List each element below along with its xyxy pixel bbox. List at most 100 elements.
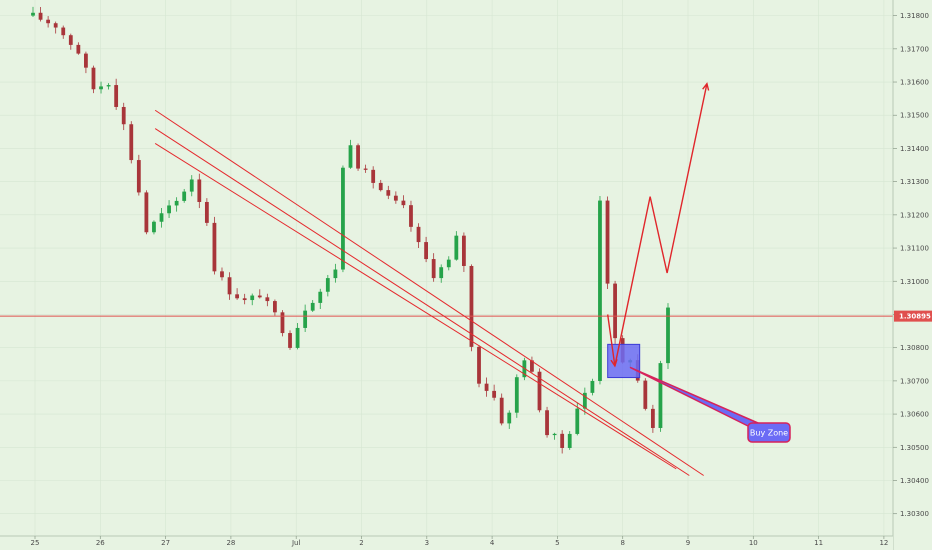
candle-body	[416, 226, 421, 243]
candle-body	[356, 145, 360, 169]
candle-body	[46, 19, 51, 24]
y-axis-panel	[893, 0, 932, 550]
candle-body	[144, 192, 149, 233]
buy-zone-box[interactable]	[607, 343, 641, 379]
candle-body	[545, 410, 549, 436]
y-tick-label: 1.30600	[900, 411, 929, 419]
candle-body	[106, 85, 111, 87]
candle-body	[446, 259, 451, 268]
x-tick-label: 5	[555, 539, 559, 547]
channel-line	[154, 109, 704, 476]
price-tag-bg	[894, 310, 932, 322]
y-tick-label: 1.31400	[900, 145, 929, 153]
callout-box	[747, 422, 791, 443]
candle-body	[242, 298, 247, 301]
x-tick-label: 4	[490, 539, 495, 547]
candle-body	[514, 377, 519, 413]
candle-body	[537, 371, 542, 411]
candle-body	[121, 106, 126, 125]
candle-body	[393, 195, 398, 201]
y-tick-label: 1.30800	[900, 344, 929, 352]
candle-body	[492, 390, 497, 398]
candle-body	[378, 182, 383, 191]
candle-body	[643, 380, 648, 409]
candle-body	[575, 408, 580, 434]
candle-body	[333, 269, 338, 279]
candle-body	[507, 412, 512, 424]
candle-body	[68, 35, 73, 45]
candle-body	[439, 267, 444, 279]
candle-body	[182, 191, 187, 201]
candle-body	[477, 346, 481, 384]
candle-body	[280, 312, 285, 334]
projection-path[interactable]	[606, 83, 708, 367]
y-tick-label: 1.31300	[900, 178, 929, 186]
candle-body	[91, 67, 96, 90]
candle-body	[409, 205, 413, 227]
callout-label: Buy Zone	[750, 429, 788, 438]
candle-body	[114, 85, 119, 107]
x-tick-label: 8	[620, 539, 624, 547]
candle-body	[220, 271, 224, 278]
x-tick-label: 28	[226, 539, 235, 547]
current-price-tag: 1.30895	[894, 310, 932, 322]
candle-body	[386, 190, 391, 196]
candle-body	[265, 297, 270, 302]
candle-body	[31, 12, 35, 16]
candle-body	[582, 392, 587, 409]
candle-body	[431, 259, 436, 279]
y-tick-label: 1.31600	[900, 79, 929, 87]
candle-body	[484, 383, 489, 391]
candle-body	[650, 408, 655, 428]
candle-body	[530, 360, 534, 372]
price-tag-label: 1.30895	[899, 313, 931, 321]
candle-body	[560, 433, 565, 448]
candle-body	[189, 179, 194, 192]
candle-body	[469, 265, 474, 347]
trend-channel[interactable]	[154, 109, 704, 476]
x-tick-label: 2	[359, 539, 363, 547]
candle-body	[197, 179, 202, 202]
candle-body	[424, 242, 428, 260]
buy-zone-callout[interactable]: Buy Zone	[629, 366, 791, 443]
candle-body	[552, 433, 557, 436]
candle-body	[348, 145, 353, 168]
x-axis-panel	[0, 536, 893, 550]
y-tick-label: 1.31100	[900, 245, 929, 253]
candle-body	[84, 53, 88, 68]
candle-body	[174, 200, 179, 206]
candle-body	[461, 235, 466, 266]
candle-body	[129, 124, 134, 161]
candle-body	[235, 294, 240, 299]
x-tick-label: Jul	[291, 539, 301, 547]
candle-body	[310, 302, 315, 311]
candle-body	[613, 283, 617, 339]
candle-body	[212, 222, 217, 272]
candle-body	[273, 301, 277, 313]
candle-body	[666, 307, 670, 364]
candle-body	[658, 363, 663, 428]
candle-body	[499, 397, 504, 424]
x-tick-label: 9	[686, 539, 690, 547]
candle-body	[567, 433, 572, 448]
candle-body	[341, 167, 345, 270]
channel-line	[154, 128, 690, 476]
candle-body	[38, 12, 43, 20]
candle-body	[99, 86, 103, 90]
x-tick-label: 27	[161, 539, 170, 547]
candle-body	[288, 333, 292, 348]
candle-body	[76, 44, 81, 54]
candle-body	[598, 200, 602, 381]
x-tick-label: 3	[425, 539, 429, 547]
candle-body	[590, 380, 595, 393]
x-tick-label: 25	[31, 539, 40, 547]
x-tick-label: 10	[749, 539, 758, 547]
candle-body	[61, 27, 66, 36]
arrowhead	[610, 359, 618, 368]
y-tick-label: 1.30400	[900, 477, 929, 485]
candle-body	[53, 23, 58, 28]
candle-body	[250, 295, 255, 301]
